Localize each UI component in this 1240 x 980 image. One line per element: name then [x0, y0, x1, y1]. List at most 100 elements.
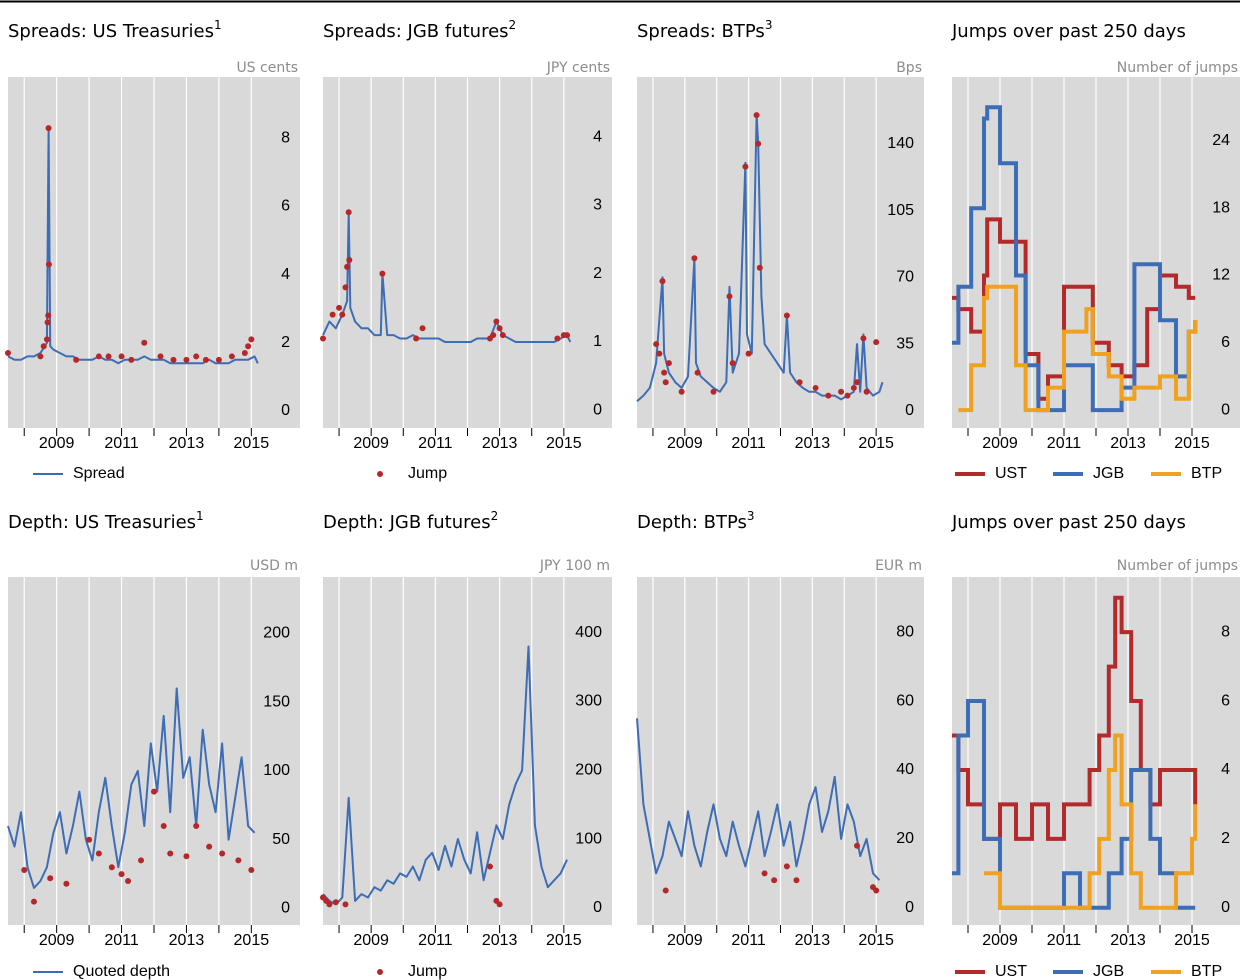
x-tick-label: 2011 — [418, 435, 453, 452]
y-tick-label: 100 — [263, 762, 290, 779]
jump-point — [95, 850, 102, 857]
jump-point — [496, 901, 503, 908]
x-tick-label: 2009 — [39, 932, 75, 949]
title-note: 2 — [509, 18, 517, 32]
jump-point — [345, 209, 352, 216]
jump-point — [490, 332, 497, 339]
jump-point — [45, 261, 52, 268]
y-tick-label: 105 — [887, 202, 914, 219]
x-tick-label: 2011 — [1047, 932, 1082, 949]
jump-point — [755, 140, 762, 147]
jump-point — [825, 392, 832, 399]
x-tick-label: 2009 — [982, 435, 1018, 452]
jump-point — [691, 255, 698, 262]
jump-point — [653, 341, 660, 348]
jump-point — [44, 319, 51, 326]
y-tick-label: 20 — [896, 830, 914, 847]
jump-point — [45, 312, 52, 319]
jump-point — [245, 343, 252, 350]
jump-point — [771, 877, 778, 884]
jump-point — [43, 336, 50, 343]
y-tick-label: 12 — [1212, 267, 1230, 284]
unit-label: US cents — [236, 60, 298, 76]
x-tick-label: 2013 — [1110, 932, 1146, 949]
jump-point — [193, 353, 200, 360]
jump-point — [339, 311, 346, 318]
legend-label: BTP — [1191, 465, 1222, 482]
y-tick-label: 4 — [281, 266, 290, 283]
jump-point — [860, 335, 867, 342]
x-tick-label: 2013 — [482, 932, 518, 949]
jump-point — [694, 369, 701, 376]
unit-label: EUR m — [875, 558, 922, 574]
jump-point — [796, 379, 803, 386]
jump-point — [661, 369, 668, 376]
x-tick-label: 2015 — [1174, 932, 1210, 949]
title-note: 3 — [747, 509, 755, 523]
jump-point — [850, 384, 857, 391]
y-tick-label: 0 — [1221, 401, 1230, 418]
jump-point — [486, 863, 493, 870]
jump-point — [202, 356, 209, 363]
jump-point — [662, 379, 669, 386]
jump-point — [160, 822, 167, 829]
jump-point — [183, 356, 190, 363]
jump-point — [678, 388, 685, 395]
jump-point — [73, 356, 80, 363]
y-tick-label: 50 — [272, 831, 290, 848]
x-tick-label: 2013 — [169, 932, 205, 949]
x-tick-label: 2011 — [104, 435, 139, 452]
legend-label: Quoted depth — [73, 963, 170, 980]
chart-title: Depth: US Treasuries1 — [8, 509, 204, 534]
chart-title: Jumps over past 250 days — [951, 21, 1186, 42]
jump-point — [419, 325, 426, 332]
y-tick-label: 8 — [281, 130, 290, 147]
jump-point — [329, 311, 336, 318]
y-tick-label: 4 — [1221, 761, 1230, 778]
jump-point — [332, 899, 339, 906]
x-tick-label: 2011 — [731, 435, 766, 452]
chart-title: Spreads: BTPs3 — [637, 18, 772, 43]
jump-point — [63, 880, 70, 887]
series-line — [958, 284, 1198, 413]
x-tick-label: 2013 — [795, 932, 831, 949]
jump-point — [346, 257, 353, 264]
y-tick-label: 300 — [575, 693, 602, 710]
jump-point — [344, 263, 351, 270]
x-tick-label: 2015 — [234, 435, 270, 452]
legend-label: JGB — [1093, 465, 1124, 482]
jump-point — [40, 343, 47, 350]
x-tick-label: 2013 — [482, 435, 518, 452]
y-tick-label: 3 — [593, 197, 602, 214]
jump-point — [138, 857, 145, 864]
x-tick-label: 2011 — [104, 932, 139, 949]
legend-label: JGB — [1093, 963, 1124, 980]
x-tick-label: 2011 — [418, 932, 453, 949]
y-tick-label: 70 — [896, 269, 914, 286]
jump-point — [812, 384, 819, 391]
jump-point — [756, 264, 763, 271]
jump-point — [726, 293, 733, 300]
chart-title: Spreads: JGB futures2 — [323, 18, 516, 43]
jump-point — [151, 788, 157, 795]
jump-point — [493, 318, 500, 325]
series-line — [7, 127, 259, 365]
series-line — [636, 718, 881, 881]
title-note: 1 — [214, 18, 222, 32]
y-tick-label: 1 — [593, 333, 602, 350]
jump-point — [838, 388, 845, 395]
jump-point — [783, 312, 790, 319]
title-note: 2 — [491, 509, 499, 523]
y-tick-label: 0 — [593, 899, 602, 916]
x-tick-label: 2009 — [667, 435, 703, 452]
legend-label: Spread — [73, 465, 125, 482]
y-tick-label: 2 — [593, 265, 602, 282]
y-tick-label: 0 — [281, 402, 290, 419]
x-tick-label: 2009 — [982, 932, 1018, 949]
jump-point — [21, 866, 28, 873]
jump-point — [228, 353, 235, 360]
jump-point — [742, 163, 749, 170]
jump-point — [320, 335, 326, 342]
unit-label: Number of jumps — [1117, 60, 1238, 76]
